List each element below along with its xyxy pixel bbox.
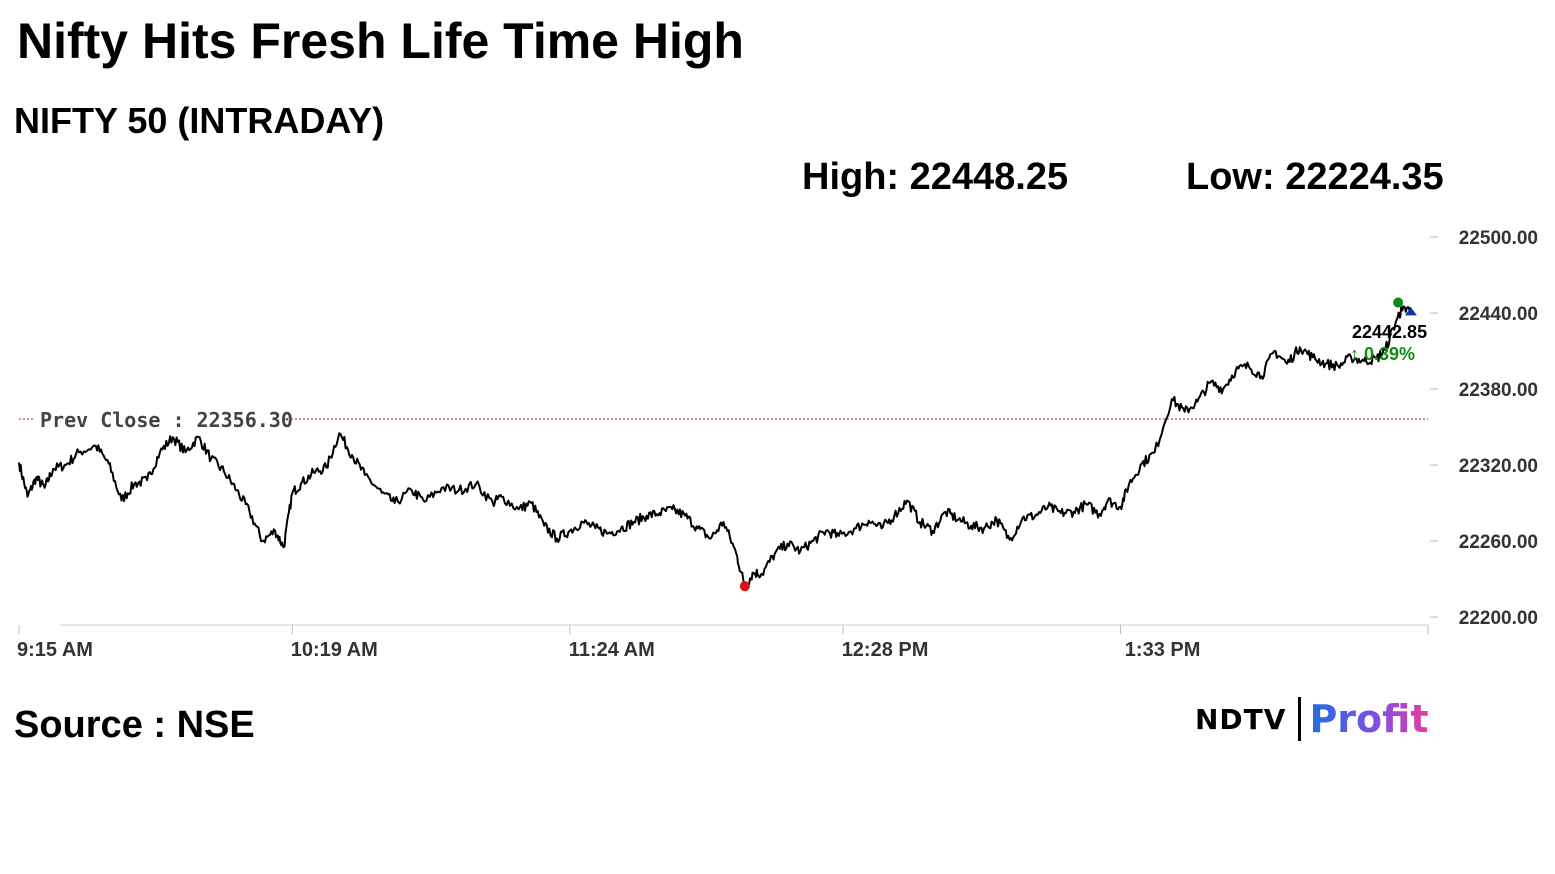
prev-close-reference: Prev Close : 22356.30 [19,407,1428,432]
page-title: Nifty Hits Fresh Life Time High [17,13,744,69]
x-tick-label: 10:19 AM [291,639,378,661]
prev-close-label: Prev Close : 22356.30 [40,408,293,432]
chart-markers [739,297,1417,592]
y-tick-label: 22500.00 [1459,228,1538,249]
series-nifty-50 [18,305,1412,588]
day-low-marker [739,581,750,592]
series-line-nifty-50 [18,305,1412,588]
day-high-stat: High: 22448.25 [802,156,1069,198]
y-tick-label: 22200.00 [1459,608,1538,629]
y-tick-label: 22320.00 [1459,456,1538,477]
ndtv-profit-logo: NDTV Profit [1195,696,1428,742]
y-tick-label: 22260.00 [1459,532,1538,553]
last-price-marker [1404,307,1417,316]
y-axis: 22500.00 22440.00 22380.00 22320.00 22260.00… [1430,228,1538,629]
chart-subtitle: NIFTY 50 (INTRADAY) [14,100,385,141]
logo-profit-text: Profit [1309,697,1429,741]
last-price-label: 22442.85 [1352,322,1427,342]
prev-close-label-bg [34,407,292,432]
x-axis: 9:15 AM 10:19 AM 11:24 AM 12:28 PM 1:33 PM [17,624,1429,661]
last-price-annotation: 22442.85 ↑ 0.39% [1350,322,1427,364]
x-tick-label: 9:15 AM [17,639,93,661]
logo-divider [1298,697,1302,741]
x-tick-label: 12:28 PM [842,639,929,661]
y-tick-label: 22380.00 [1459,380,1538,401]
day-high-marker [1393,297,1404,308]
day-low-stat: Low: 22224.35 [1186,156,1444,198]
change-percent-label: ↑ 0.39% [1350,344,1415,364]
x-tick-label: 1:33 PM [1125,639,1201,661]
logo-ndtv-text: NDTV [1195,702,1287,736]
source-credit: Source : NSE [14,704,255,746]
intraday-line-chart: 22500.00 22440.00 22380.00 22320.00 22260.00… [17,228,1538,661]
x-tick-label: 11:24 AM [569,639,655,661]
y-tick-label: 22440.00 [1459,304,1538,325]
